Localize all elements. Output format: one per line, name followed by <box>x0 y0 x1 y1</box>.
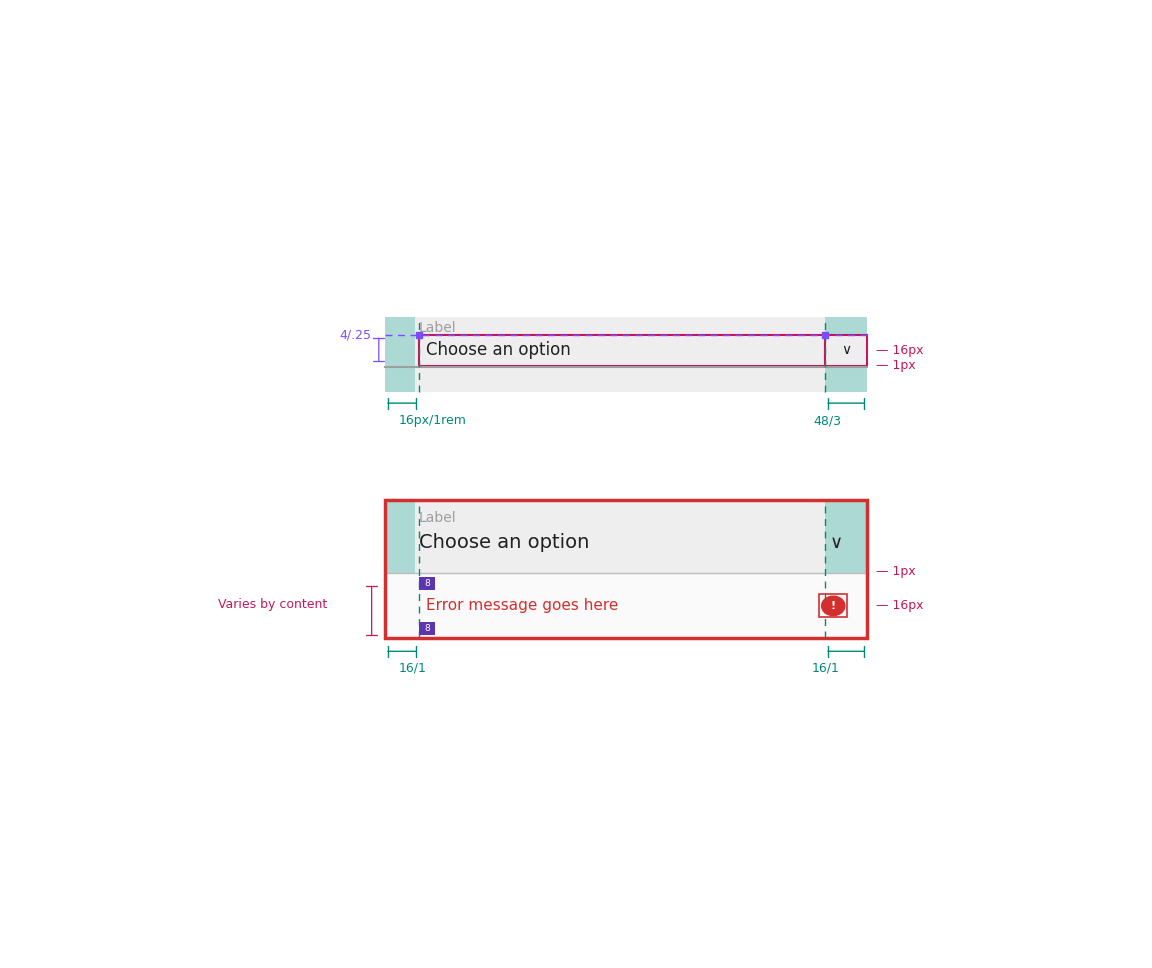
Text: ∨: ∨ <box>841 344 851 357</box>
Bar <box>825 318 867 392</box>
Bar <box>419 621 435 635</box>
Text: — 16px: — 16px <box>876 344 924 356</box>
Text: 8: 8 <box>424 579 430 588</box>
Text: Choose an option: Choose an option <box>426 341 571 359</box>
Bar <box>825 500 867 638</box>
Text: 16px/1rem: 16px/1rem <box>399 414 467 427</box>
Text: Error message goes here: Error message goes here <box>426 598 619 614</box>
Text: ∨: ∨ <box>829 533 842 552</box>
Text: 16/1: 16/1 <box>399 662 426 675</box>
Text: Varies by content: Varies by content <box>218 598 327 611</box>
Bar <box>419 577 435 590</box>
Bar <box>385 500 867 638</box>
Text: 8: 8 <box>424 623 430 633</box>
Text: 16/1: 16/1 <box>812 662 840 675</box>
Text: 48/3: 48/3 <box>813 414 842 427</box>
Bar <box>819 594 847 618</box>
Text: Label: Label <box>419 320 456 335</box>
Bar <box>385 318 867 392</box>
Bar <box>385 318 415 392</box>
Text: 4/.25: 4/.25 <box>340 328 372 341</box>
Text: Label: Label <box>419 511 456 525</box>
Text: — 1px: — 1px <box>876 565 916 578</box>
Text: Choose an option: Choose an option <box>419 533 590 552</box>
Text: — 1px: — 1px <box>876 359 916 373</box>
Bar <box>385 573 867 638</box>
Bar <box>825 335 867 366</box>
Text: !: ! <box>831 601 836 611</box>
Bar <box>385 500 415 638</box>
Bar <box>385 500 867 638</box>
Bar <box>419 335 825 366</box>
Circle shape <box>821 596 844 616</box>
Text: — 16px: — 16px <box>876 599 924 613</box>
